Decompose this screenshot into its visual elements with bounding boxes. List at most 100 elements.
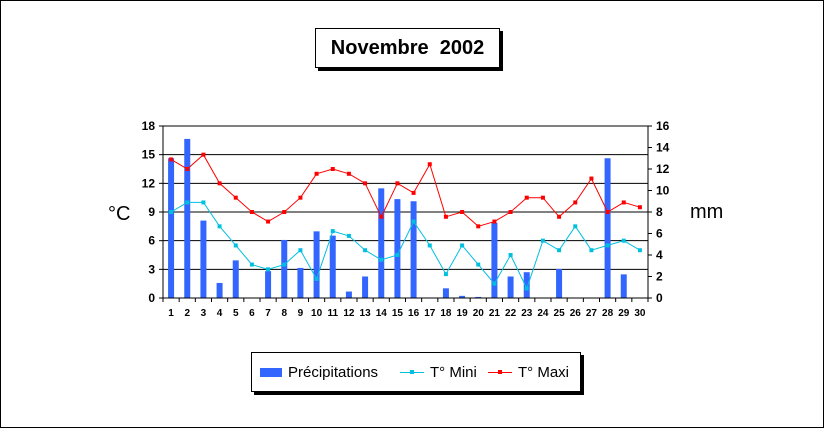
marker-tmin-29 [621,238,626,243]
marker-tmax-15 [395,181,400,186]
marker-tmax-29 [621,200,626,205]
bar-precipitations-16 [410,201,417,298]
marker-tmax-16 [411,190,416,195]
bar-precipitations-3 [200,220,207,298]
x-tick-label: 11 [327,308,338,319]
marker-tmin-20 [476,262,481,267]
marker-tmin-18 [443,272,448,277]
marker-tmax-4 [217,181,222,186]
x-tick-label: 25 [554,308,566,319]
marker-tmin-30 [637,248,642,253]
marker-tmax-30 [637,205,642,210]
x-tick-label: 21 [489,308,501,319]
legend-item-tmax: T° Maxi [488,353,569,391]
x-tick-label: 10 [311,308,323,319]
bar-precipitations-1 [168,158,175,298]
marker-tmin-21 [492,281,497,286]
marker-tmin-8 [282,262,287,267]
marker-tmax-20 [476,224,481,229]
legend-item-precipitations: Précipitations [260,353,378,391]
marker-tmin-3 [201,200,206,205]
marker-tmax-2 [185,167,190,171]
bar-precipitations-29 [620,274,627,298]
y-right-tick-label: 16 [656,119,670,133]
bar-precipitations-12 [345,291,352,298]
x-tick-label: 19 [457,308,469,319]
marker-tmin-16 [411,219,416,224]
bar-precipitations-22 [507,276,514,298]
y-left-tick-label: 12 [142,176,156,190]
marker-tmax-1 [169,157,174,162]
bar-precipitations-5 [232,260,239,298]
x-tick-label: 13 [360,308,372,319]
x-tick-label: 8 [281,308,287,319]
marker-tmax-26 [573,200,578,205]
marker-tmin-17 [427,243,432,248]
y-left-tick-label: 3 [148,262,155,276]
bar-precipitations-9 [297,267,304,298]
y-right-tick-label: 6 [656,227,663,241]
y-axis-right-label: mm [690,201,723,223]
y-right-tick-label: 12 [656,162,670,176]
legend-swatch-bar [260,367,282,377]
x-tick-label: 24 [537,308,549,319]
x-tick-label: 23 [521,308,533,319]
x-tick-label: 2 [184,308,190,319]
marker-tmax-12 [346,171,351,176]
y-left-tick-label: 15 [142,148,156,162]
marker-tmax-24 [540,195,545,200]
x-tick-label: 1 [168,308,174,319]
marker-tmin-15 [395,253,400,257]
y-right-tick-label: 10 [656,184,670,198]
marker-tmin-1 [169,210,174,214]
x-tick-label: 27 [586,308,598,319]
x-tick-label: 18 [440,308,452,319]
legend-swatch-tmin [400,368,424,377]
marker-tmax-11 [330,167,335,171]
marker-tmin-26 [573,224,578,229]
bar-precipitations-10 [313,231,320,298]
bar-precipitations-11 [329,235,336,298]
bar-precipitations-4 [216,282,223,298]
marker-tmin-11 [330,229,335,234]
marker-tmin-13 [363,248,368,253]
marker-tmax-18 [443,214,448,219]
marker-tmin-28 [605,243,610,248]
marker-tmax-21 [492,219,497,224]
marker-tmax-25 [557,214,562,219]
marker-tmin-4 [217,224,222,229]
x-tick-label: 20 [473,308,485,319]
bar-precipitations-15 [394,199,401,298]
x-tick-label: 30 [634,308,646,319]
line-tmax [170,153,641,227]
x-tick-label: 22 [505,308,517,319]
marker-tmax-17 [427,162,432,167]
x-tick-label: 12 [343,308,355,319]
y-left-tick-label: 0 [148,291,155,305]
x-tick-label: 6 [249,308,255,319]
marker-tmin-12 [346,233,351,238]
x-tick-label: 16 [408,308,420,319]
marker-tmin-6 [249,262,254,267]
line-tmin [170,201,641,290]
legend-label-tmin: T° Mini [430,363,477,381]
bar-layer [168,138,627,298]
marker-tmax-8 [282,210,287,214]
marker-tmax-22 [508,210,513,214]
x-tick-label: 5 [233,308,239,319]
x-tick-label: 4 [217,308,223,319]
x-tick-label: 14 [376,308,388,319]
line-layer [169,152,642,291]
marker-tmax-14 [379,214,384,219]
legend-label-precipitations: Précipitations [288,363,379,381]
chart-title: Novembre 2002 [330,36,485,59]
marker-tmin-10 [314,276,319,281]
bar-precipitations-8 [281,239,288,298]
y-axis-left-label: °C [108,203,130,225]
marker-tmax-23 [524,195,529,200]
marker-tmin-24 [540,238,545,243]
y-right-tick-label: 8 [656,205,663,219]
bar-precipitations-19 [459,295,466,298]
